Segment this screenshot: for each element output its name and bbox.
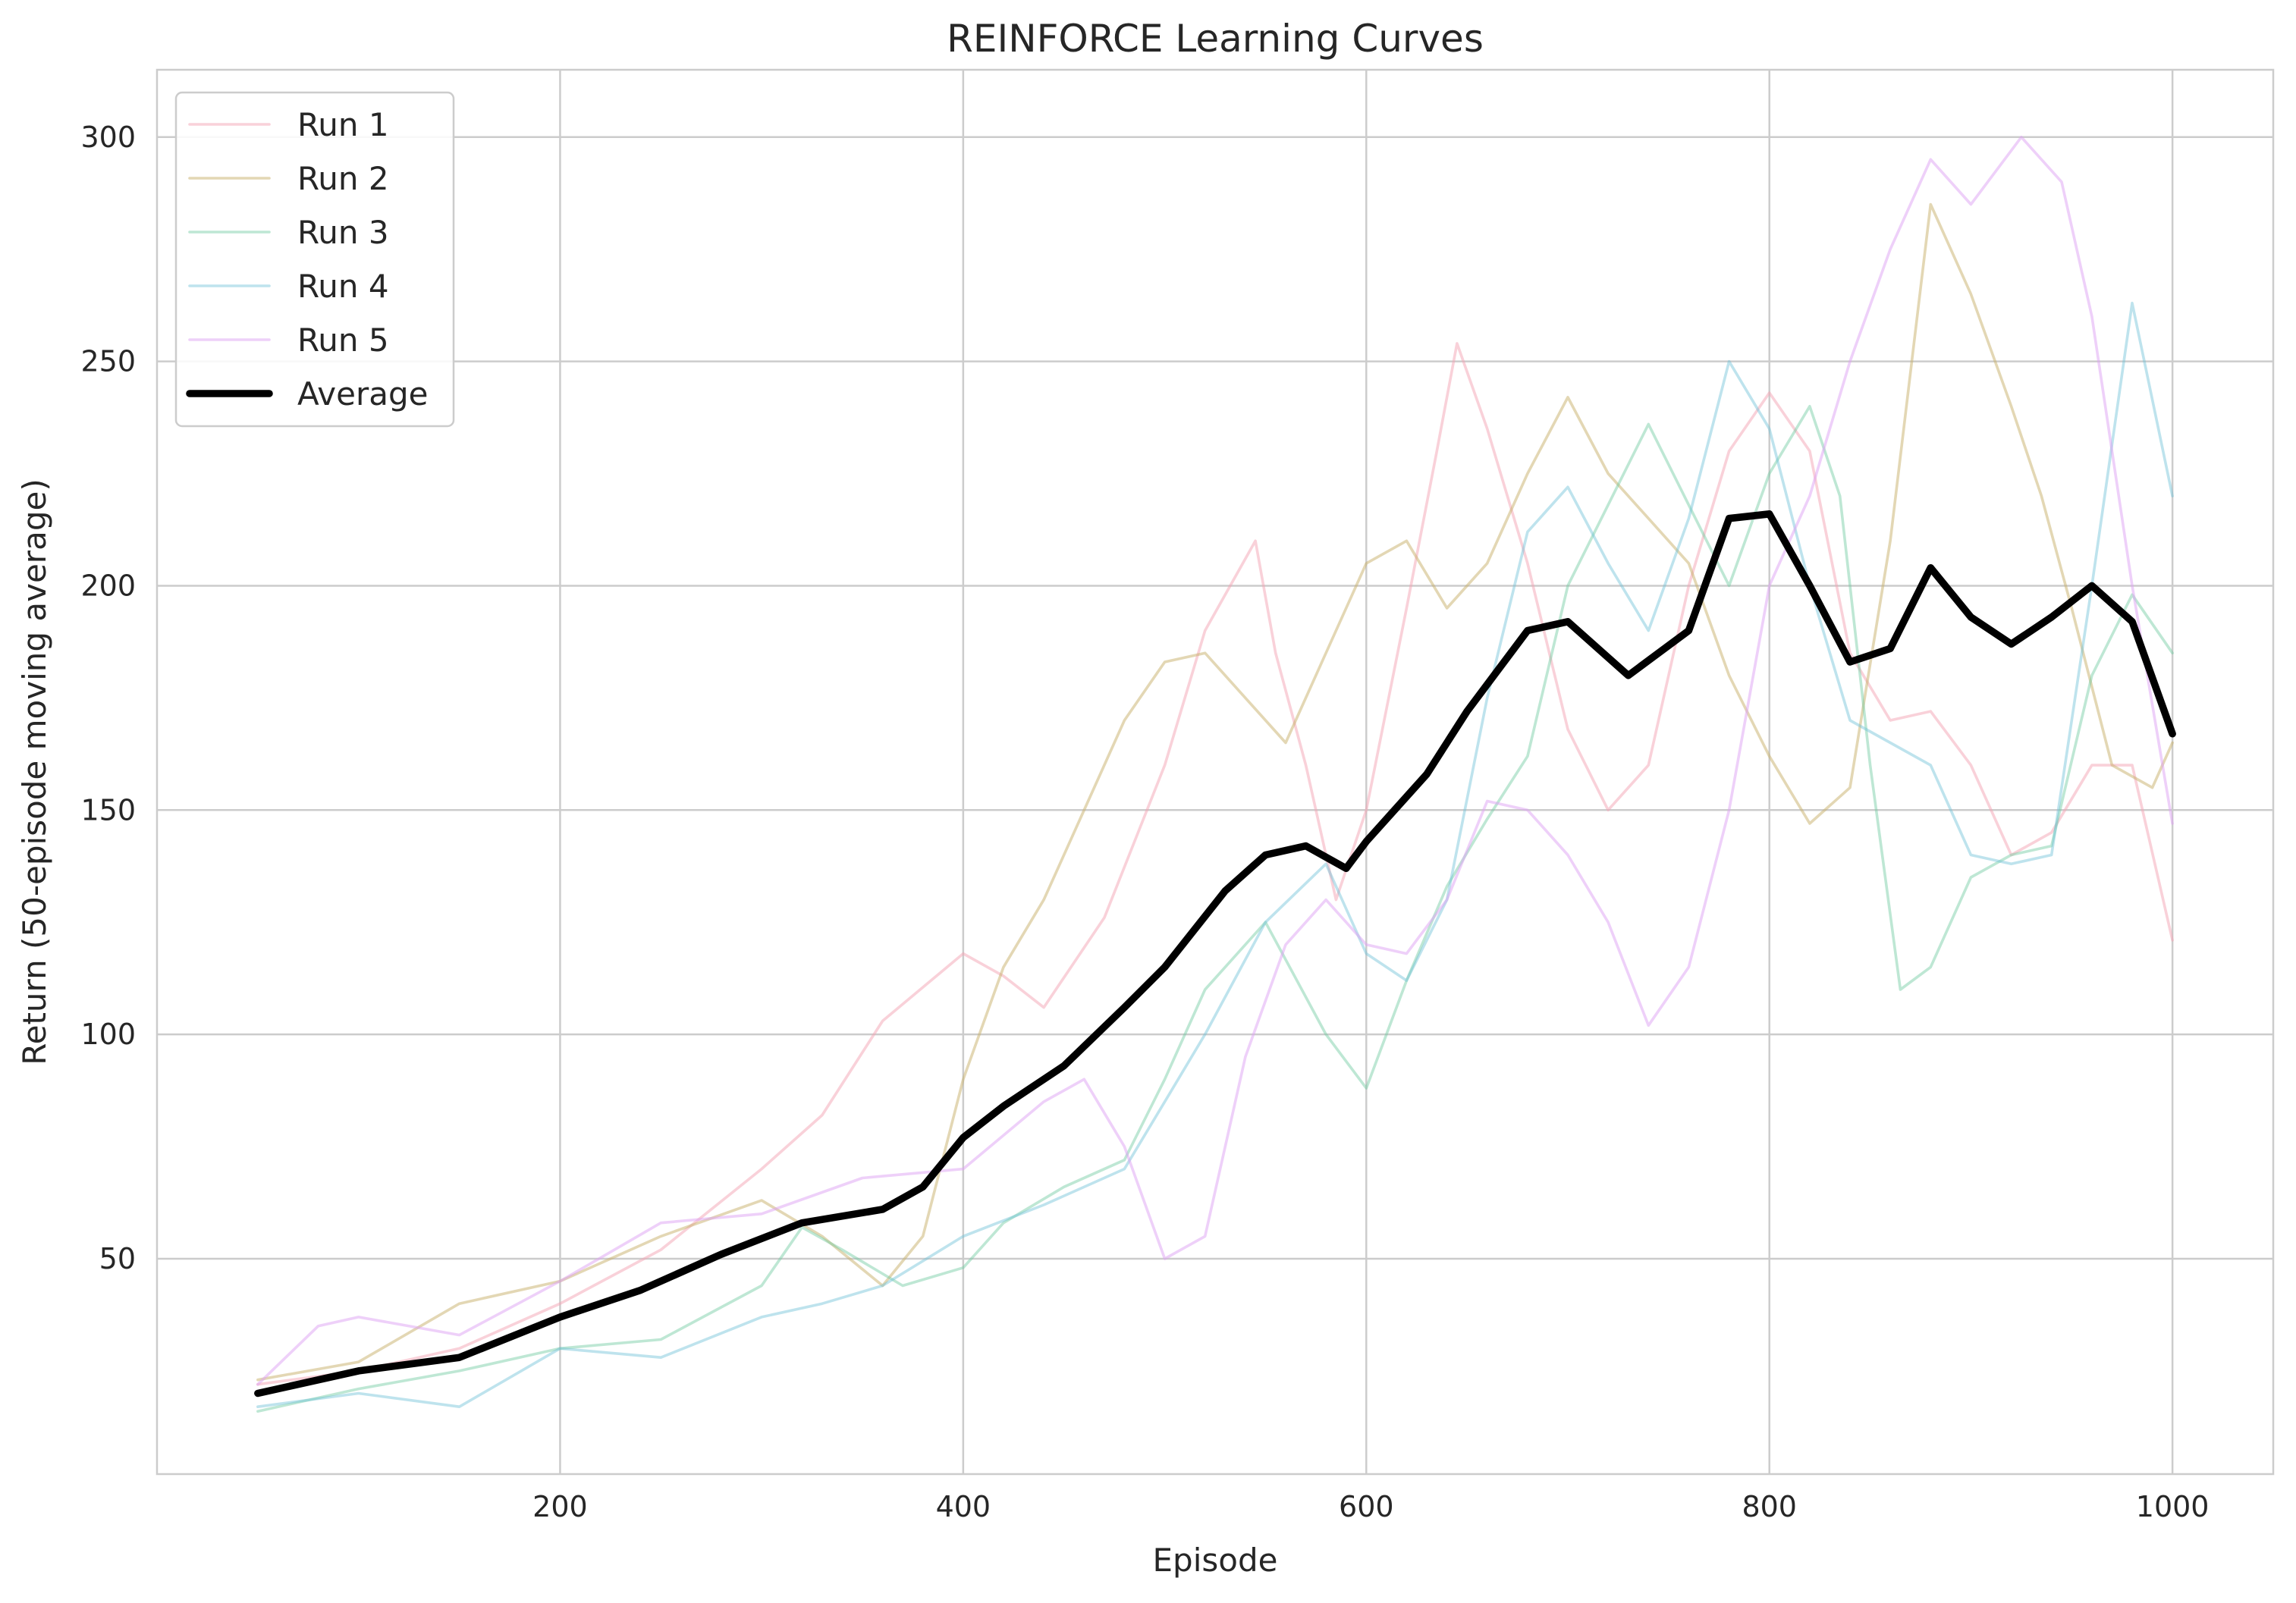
grid-lines [157, 70, 2273, 1474]
series-line-run-5 [256, 136, 2174, 1386]
y-tick-label: 200 [80, 569, 136, 602]
series-lines [254, 136, 2176, 1413]
x-tick-label: 600 [1339, 1490, 1394, 1523]
legend: Run 1 Run 2 Run 3 Run 4 Run 5 Average [174, 91, 455, 428]
legend-label: Run 4 [297, 268, 389, 305]
y-tick-label: 300 [80, 121, 136, 154]
series-line-run-4 [256, 301, 2174, 1408]
x-tick-label: 200 [532, 1490, 588, 1523]
legend-label: Run 5 [297, 322, 389, 359]
series-line-run-1 [256, 342, 2174, 1386]
plot-frame [155, 68, 2275, 1476]
y-tick-label: 150 [80, 793, 136, 827]
series-line-average [254, 510, 2176, 1398]
chart-title: REINFORCE Learning Curves [947, 17, 1484, 61]
tick-labels: 200 400 600 800 1000 50 100 150 200 250 300 [80, 121, 2209, 1523]
series-line-run-3 [256, 405, 2174, 1413]
x-tick-label: 800 [1742, 1490, 1797, 1523]
x-axis-label: Episode [1153, 1542, 1278, 1579]
y-tick-label: 50 [99, 1242, 136, 1275]
series-line-run-2 [256, 202, 2174, 1382]
legend-label: Run 3 [297, 214, 389, 251]
legend-label: Run 2 [297, 160, 389, 197]
y-tick-label: 100 [80, 1018, 136, 1051]
legend-label: Average [297, 375, 428, 413]
y-axis-label: Return (50-episode moving average) [16, 478, 53, 1065]
x-tick-label: 1000 [2136, 1490, 2210, 1523]
legend-label: Run 1 [297, 106, 389, 143]
plot-area [157, 70, 2273, 1474]
y-tick-label: 250 [80, 345, 136, 378]
legend-box [174, 91, 455, 428]
x-tick-label: 400 [936, 1490, 991, 1523]
